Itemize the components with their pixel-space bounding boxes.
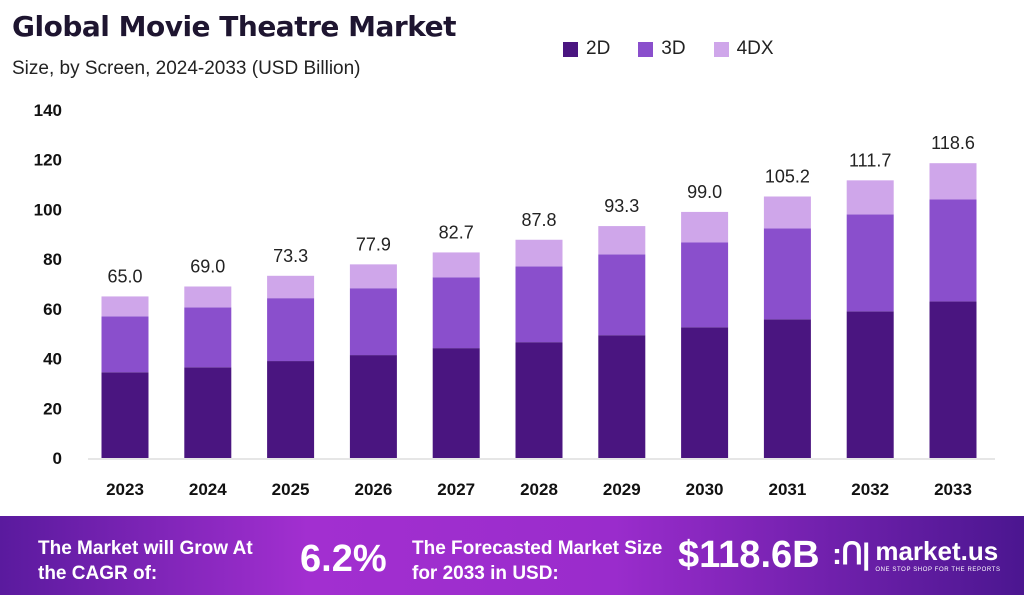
x-tick-label: 2023 xyxy=(106,480,144,499)
y-tick-label: 120 xyxy=(34,151,62,170)
bar-4dx-2031 xyxy=(763,196,811,229)
total-label: 65.0 xyxy=(107,266,142,286)
legend-item-4dx: 4DX xyxy=(713,38,774,60)
bar-4dx-2033 xyxy=(929,163,977,200)
stacked-bar-chart: 0 20 40 60 80 100 120 140 65.0 2023 69.0 2024 73.3 20… xyxy=(34,101,995,499)
legend-item-2d: 2D xyxy=(563,38,610,60)
logo-brand: market.us xyxy=(875,536,999,566)
x-tick-label: 2033 xyxy=(934,480,972,499)
total-label: 111.7 xyxy=(849,150,891,170)
bar-2d-2026 xyxy=(349,355,397,458)
legend-label: 2D xyxy=(586,38,611,59)
legend-label: 4DX xyxy=(736,38,774,59)
bar-3d-2033 xyxy=(929,199,977,302)
bar-2d-2029 xyxy=(598,335,646,458)
total-label: 82.7 xyxy=(439,222,474,242)
forecast-value: $118.6B xyxy=(678,534,820,576)
legend-item-3d: 3D xyxy=(638,38,686,60)
bar-4dx-2023 xyxy=(101,296,149,317)
y-tick-label: 100 xyxy=(34,200,62,219)
chart-subtitle: Size, by Screen, 2024-2033 (USD Billion) xyxy=(12,58,361,79)
forecast-label: The Forecasted Market Size for 2033 in U… xyxy=(412,538,663,584)
bar-2d-2032 xyxy=(846,311,894,458)
y-tick-label: 0 xyxy=(53,449,62,468)
bar-4dx-2027 xyxy=(432,252,480,278)
x-tick-label: 2026 xyxy=(354,480,392,499)
logo-tagline: ONE STOP SHOP FOR THE REPORTS xyxy=(875,567,1001,573)
bar-2d-2031 xyxy=(763,319,811,458)
logo-icon: :ᑎ| xyxy=(832,538,870,571)
x-tick-label: 2028 xyxy=(520,480,558,499)
x-tick-label: 2032 xyxy=(851,480,889,499)
bar-4dx-2026 xyxy=(349,264,397,289)
y-tick-label: 80 xyxy=(43,250,62,269)
market-us-logo: :ᑎ| market.us ONE STOP SHOP FOR THE REPO… xyxy=(832,536,1001,573)
bar-2d-2028 xyxy=(515,342,563,458)
bar-3d-2032 xyxy=(846,214,894,312)
y-tick-label: 20 xyxy=(43,399,62,418)
bar-4dx-2030 xyxy=(681,211,729,243)
y-tick-label: 140 xyxy=(34,101,62,120)
total-label: 105.2 xyxy=(765,167,810,187)
bar-4dx-2032 xyxy=(846,180,894,215)
bar-2d-2030 xyxy=(681,327,729,458)
total-label: 99.0 xyxy=(687,182,722,202)
y-tick-label: 40 xyxy=(43,350,62,369)
bar-3d-2029 xyxy=(598,254,646,336)
bar-4dx-2029 xyxy=(598,226,646,255)
x-tick-label: 2031 xyxy=(768,480,806,499)
bar-3d-2025 xyxy=(267,298,315,362)
footer-banner: The Market will Grow At the CAGR of: 6.2… xyxy=(0,516,1024,595)
bar-3d-2028 xyxy=(515,266,563,343)
bar-3d-2023 xyxy=(101,316,149,373)
bar-2d-2027 xyxy=(432,348,480,458)
total-label: 93.3 xyxy=(604,196,639,216)
y-tick-label: 60 xyxy=(43,300,62,319)
legend-label: 3D xyxy=(661,38,686,59)
chart-title: Global Movie Theatre Market xyxy=(12,10,456,43)
total-label: 73.3 xyxy=(273,246,308,266)
bar-3d-2027 xyxy=(432,277,480,349)
x-tick-label: 2024 xyxy=(189,480,227,499)
x-tick-label: 2025 xyxy=(272,480,310,499)
total-label: 118.6 xyxy=(931,133,975,153)
bar-2d-2023 xyxy=(101,372,149,458)
bar-3d-2030 xyxy=(681,242,729,328)
bar-4dx-2024 xyxy=(184,286,232,308)
total-label: 77.9 xyxy=(356,234,391,254)
bar-3d-2024 xyxy=(184,307,232,368)
legend: 2D 3D 4DX xyxy=(563,38,774,60)
x-tick-label: 2029 xyxy=(603,480,641,499)
bar-3d-2026 xyxy=(349,288,397,356)
total-label: 69.0 xyxy=(190,256,225,276)
bar-4dx-2025 xyxy=(267,275,315,299)
x-tick-label: 2027 xyxy=(437,480,475,499)
bar-4dx-2028 xyxy=(515,239,563,267)
cagr-value: 6.2% xyxy=(300,538,387,580)
bar-2d-2033 xyxy=(929,301,977,458)
bar-2d-2025 xyxy=(267,361,315,458)
bar-3d-2031 xyxy=(763,228,811,320)
cagr-label: The Market will Grow At the CAGR of: xyxy=(38,538,253,584)
bar-2d-2024 xyxy=(184,367,232,458)
total-label: 87.8 xyxy=(521,210,556,230)
x-tick-label: 2030 xyxy=(686,480,724,499)
